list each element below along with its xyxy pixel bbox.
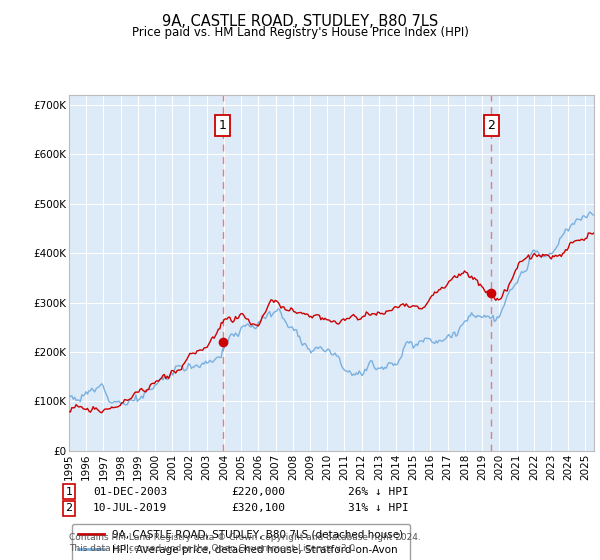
Text: 9A, CASTLE ROAD, STUDLEY, B80 7LS: 9A, CASTLE ROAD, STUDLEY, B80 7LS	[162, 14, 438, 29]
Text: 31% ↓ HPI: 31% ↓ HPI	[348, 503, 409, 514]
Text: 1: 1	[65, 487, 73, 497]
Text: £320,100: £320,100	[231, 503, 285, 514]
Text: Price paid vs. HM Land Registry's House Price Index (HPI): Price paid vs. HM Land Registry's House …	[131, 26, 469, 39]
Text: 2: 2	[65, 503, 73, 514]
Text: 10-JUL-2019: 10-JUL-2019	[93, 503, 167, 514]
Text: 01-DEC-2003: 01-DEC-2003	[93, 487, 167, 497]
Legend: 9A, CASTLE ROAD, STUDLEY, B80 7LS (detached house), HPI: Average price, detached: 9A, CASTLE ROAD, STUDLEY, B80 7LS (detac…	[71, 524, 410, 560]
Text: £220,000: £220,000	[231, 487, 285, 497]
Text: 2: 2	[487, 119, 495, 132]
Text: Contains HM Land Registry data © Crown copyright and database right 2024.
This d: Contains HM Land Registry data © Crown c…	[69, 533, 421, 553]
Text: 26% ↓ HPI: 26% ↓ HPI	[348, 487, 409, 497]
Text: 1: 1	[218, 119, 226, 132]
